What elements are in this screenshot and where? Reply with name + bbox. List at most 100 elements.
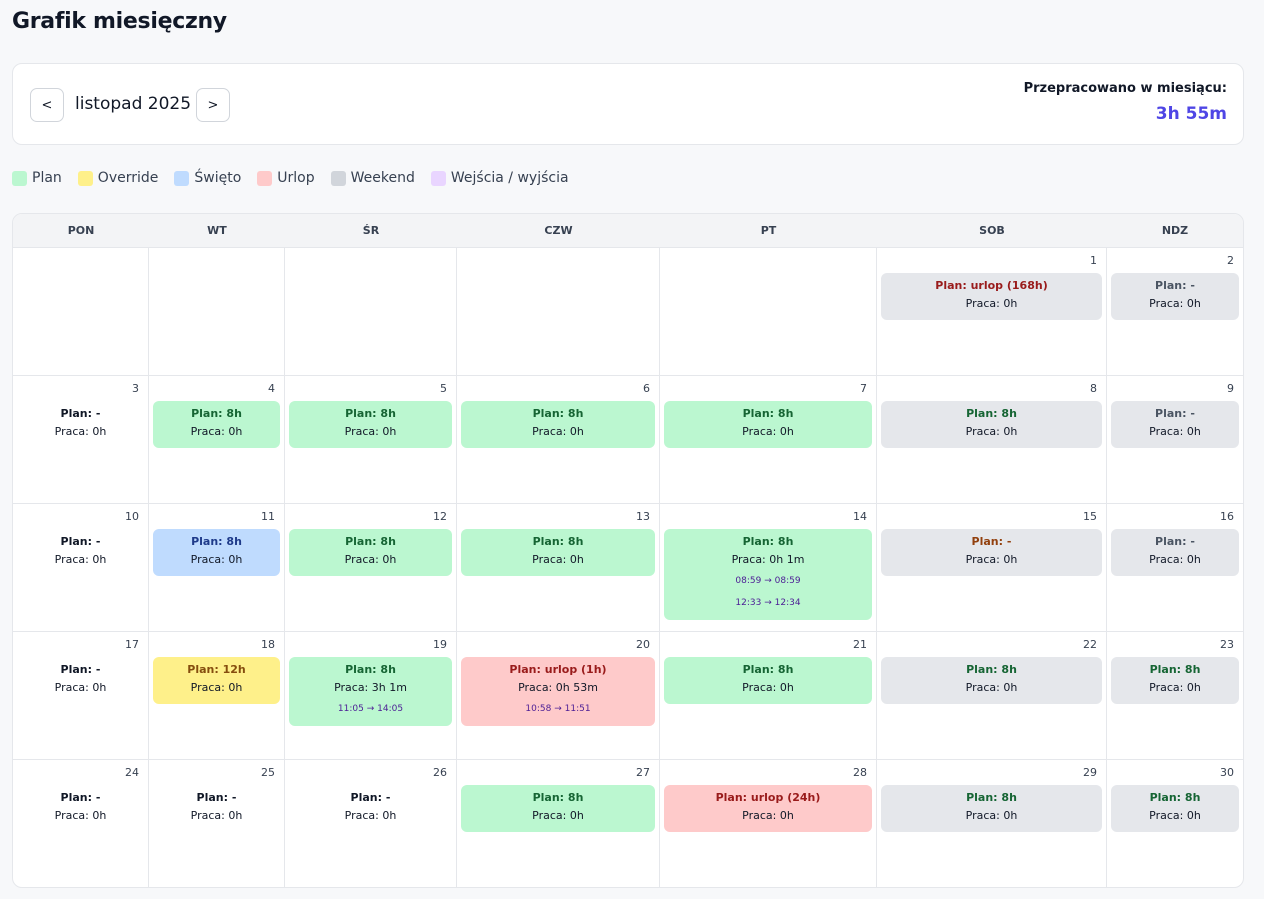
legend-label: Święto	[194, 170, 242, 186]
day-cell[interactable]: 27 Plan: 8h Praca: 0h	[457, 760, 660, 887]
work-time-text: Praca: 0h	[190, 425, 243, 438]
day-number: 15	[1083, 510, 1097, 523]
day-schedule-box[interactable]: Plan: 8h Praca: 0h	[1111, 785, 1239, 832]
day-cell[interactable]: 10 Plan: - Praca: 0h	[13, 504, 149, 632]
legend-item: Plan	[12, 170, 62, 186]
day-schedule-box[interactable]: Plan: 8h Praca: 0h	[1111, 657, 1239, 704]
day-schedule-box[interactable]: Plan: urlop (1h) Praca: 0h 53m 10:58 → 11:…	[461, 657, 655, 726]
day-cell[interactable]: 13 Plan: 8h Praca: 0h	[457, 504, 660, 632]
day-schedule-box[interactable]: Plan: - Praca: 0h	[17, 785, 144, 832]
plan-text: Plan: 8h	[1149, 663, 1201, 676]
day-cell[interactable]: 23 Plan: 8h Praca: 0h	[1107, 632, 1243, 760]
day-schedule-box[interactable]: Plan: urlop (24h) Praca: 0h	[664, 785, 872, 832]
day-schedule-box[interactable]: Plan: - Praca: 0h	[289, 785, 452, 832]
day-schedule-box[interactable]: Plan: 8h Praca: 0h	[461, 785, 655, 832]
day-schedule-box[interactable]: Plan: 8h Praca: 0h	[881, 657, 1102, 704]
month-calendar: PON WT ŚR CZW PT SOB NDZ 1 Plan: urlop (168h) Pr…	[12, 213, 1244, 888]
day-schedule-box[interactable]: Plan: - Praca: 0h	[1111, 273, 1239, 320]
day-schedule-box[interactable]: Plan: - Praca: 0h	[881, 529, 1102, 576]
prev-month-button[interactable]: <	[30, 88, 64, 122]
day-number: 20	[636, 638, 650, 651]
day-cell[interactable]: 7 Plan: 8h Praca: 0h	[660, 376, 877, 504]
day-cell[interactable]: 24 Plan: - Praca: 0h	[13, 760, 149, 887]
day-schedule-box[interactable]: Plan: - Praca: 0h	[17, 401, 144, 448]
plan-text: Plan: urlop (24h)	[715, 791, 821, 804]
day-cell[interactable]: 25 Plan: - Praca: 0h	[149, 760, 285, 887]
day-schedule-box[interactable]: Plan: 8h Praca: 0h	[153, 401, 280, 448]
plan-text: Plan: -	[350, 791, 391, 804]
day-schedule-box[interactable]: Plan: 8h Praca: 0h	[664, 657, 872, 704]
day-cell[interactable]: 4 Plan: 8h Praca: 0h	[149, 376, 285, 504]
legend: Plan Override Święto Urlop Weekend Wejścia / …	[12, 170, 585, 186]
day-schedule-box[interactable]: Plan: - Praca: 0h	[153, 785, 280, 832]
day-cell[interactable]: 12 Plan: 8h Praca: 0h	[285, 504, 457, 632]
day-cell[interactable]: 14 Plan: 8h Praca: 0h 1m 08:59 → 08:59 12:33…	[660, 504, 877, 632]
day-cell[interactable]: 16 Plan: - Praca: 0h	[1107, 504, 1243, 632]
day-cell[interactable]: 19 Plan: 8h Praca: 3h 1m 11:05 → 14:05	[285, 632, 457, 760]
work-time-text: Praca: 0h	[965, 425, 1018, 438]
day-cell[interactable]: 2 Plan: - Praca: 0h	[1107, 248, 1243, 376]
day-cell[interactable]: 1 Plan: urlop (168h) Praca: 0h	[877, 248, 1107, 376]
day-number: 21	[853, 638, 867, 651]
day-schedule-box[interactable]: Plan: 8h Praca: 0h	[664, 401, 872, 448]
day-cell[interactable]: 21 Plan: 8h Praca: 0h	[660, 632, 877, 760]
work-time-text: Praca: 0h	[532, 553, 584, 566]
day-number: 8	[1090, 382, 1097, 395]
entry-exit-time: 12:33 → 12:34	[735, 598, 801, 608]
day-number: 11	[261, 510, 275, 523]
plan-text: Plan: 8h	[742, 535, 794, 548]
legend-label: Weekend	[350, 170, 415, 186]
day-schedule-box[interactable]: Plan: - Praca: 0h	[1111, 401, 1239, 448]
day-cell[interactable]: 3 Plan: - Praca: 0h	[13, 376, 149, 504]
day-schedule-box[interactable]: Plan: 8h Praca: 0h	[461, 401, 655, 448]
plan-text: Plan: 8h	[532, 407, 584, 420]
day-schedule-box[interactable]: Plan: - Praca: 0h	[17, 529, 144, 576]
day-number: 26	[433, 766, 447, 779]
day-number: 2	[1227, 254, 1234, 267]
day-schedule-box[interactable]: Plan: urlop (168h) Praca: 0h	[881, 273, 1102, 320]
legend-item: Urlop	[257, 170, 315, 186]
day-cell[interactable]: 28 Plan: urlop (24h) Praca: 0h	[660, 760, 877, 887]
day-schedule-box[interactable]: Plan: 8h Praca: 0h	[153, 529, 280, 576]
day-schedule-box[interactable]: Plan: 8h Praca: 3h 1m 11:05 → 14:05	[289, 657, 452, 726]
day-number: 5	[440, 382, 447, 395]
work-time-text: Praca: 0h	[532, 809, 584, 822]
day-cell[interactable]: 15 Plan: - Praca: 0h	[877, 504, 1107, 632]
day-number: 29	[1083, 766, 1097, 779]
day-schedule-box[interactable]: Plan: - Praca: 0h	[17, 657, 144, 704]
day-schedule-box[interactable]: Plan: 12h Praca: 0h	[153, 657, 280, 704]
day-cell[interactable]: 20 Plan: urlop (1h) Praca: 0h 53m 10:58 → 1…	[457, 632, 660, 760]
legend-swatch	[257, 170, 273, 186]
day-schedule-box[interactable]: Plan: 8h Praca: 0h	[881, 785, 1102, 832]
work-time-text: Praca: 0h	[190, 553, 243, 566]
day-schedule-box[interactable]: Plan: 8h Praca: 0h 1m 08:59 → 08:59 12:33 →…	[664, 529, 872, 620]
day-cell[interactable]: 6 Plan: 8h Praca: 0h	[457, 376, 660, 504]
work-time-text: Praca: 0h	[1149, 297, 1201, 310]
worked-summary-value: 3h 55m	[1155, 104, 1227, 124]
plan-text: Plan: -	[1155, 535, 1195, 548]
day-schedule-box[interactable]: Plan: 8h Praca: 0h	[289, 529, 452, 576]
day-schedule-box[interactable]: Plan: - Praca: 0h	[1111, 529, 1239, 576]
day-cell[interactable]: 8 Plan: 8h Praca: 0h	[877, 376, 1107, 504]
day-schedule-box[interactable]: Plan: 8h Praca: 0h	[881, 401, 1102, 448]
day-cell[interactable]: 26 Plan: - Praca: 0h	[285, 760, 457, 887]
day-cell[interactable]: 30 Plan: 8h Praca: 0h	[1107, 760, 1243, 887]
day-schedule-box[interactable]: Plan: 8h Praca: 0h	[461, 529, 655, 576]
day-schedule-box[interactable]: Plan: 8h Praca: 0h	[289, 401, 452, 448]
legend-label: Wejścia / wyjścia	[450, 170, 569, 186]
next-month-button[interactable]: >	[196, 88, 230, 122]
day-cell[interactable]: 18 Plan: 12h Praca: 0h	[149, 632, 285, 760]
day-cell[interactable]: 9 Plan: - Praca: 0h	[1107, 376, 1243, 504]
work-time-text: Praca: 0h 53m	[518, 681, 598, 694]
day-cell[interactable]: 11 Plan: 8h Praca: 0h	[149, 504, 285, 632]
day-number: 14	[853, 510, 867, 523]
day-number: 22	[1083, 638, 1097, 651]
legend-swatch	[430, 170, 446, 186]
weekday-label: SOB	[979, 224, 1005, 237]
day-cell[interactable]: 17 Plan: - Praca: 0h	[13, 632, 149, 760]
day-cell[interactable]: 5 Plan: 8h Praca: 0h	[285, 376, 457, 504]
legend-label: Plan	[32, 170, 62, 186]
day-cell[interactable]: 29 Plan: 8h Praca: 0h	[877, 760, 1107, 887]
work-time-text: Praca: 0h	[54, 809, 107, 822]
day-cell[interactable]: 22 Plan: 8h Praca: 0h	[877, 632, 1107, 760]
